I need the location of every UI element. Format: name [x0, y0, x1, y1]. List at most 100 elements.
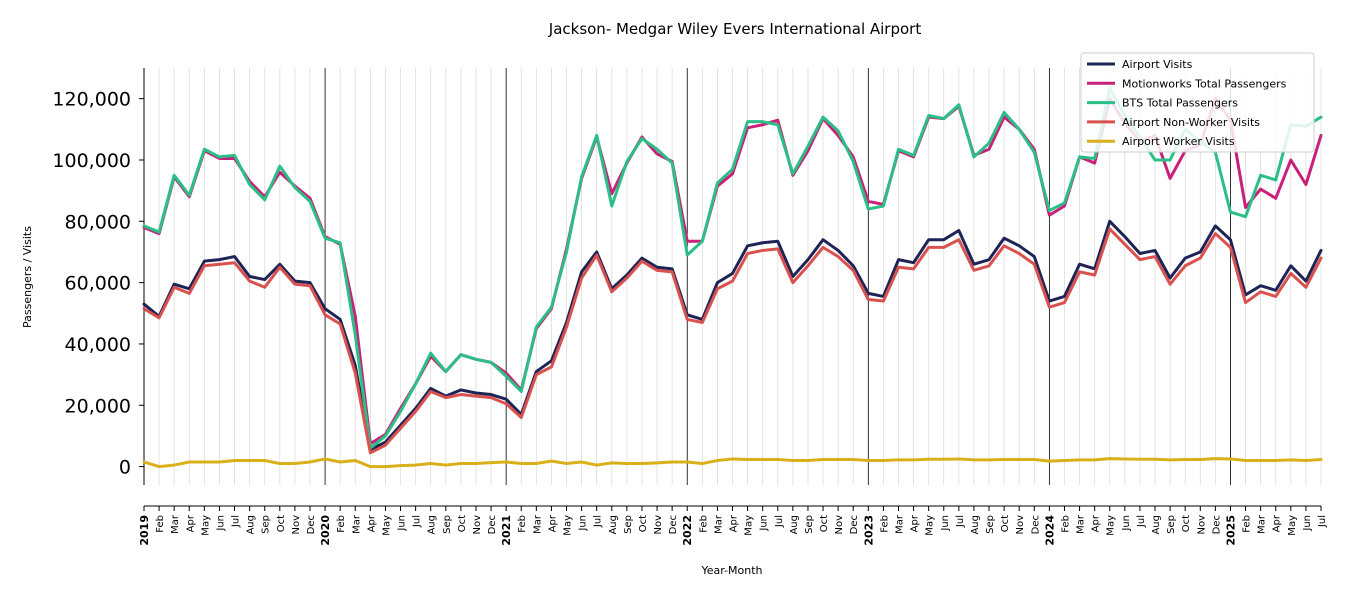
x-tick-label: Aug — [789, 515, 800, 535]
series-line-airport-visits — [142, 219, 1323, 452]
x-tick-year-label: 2023 — [862, 515, 875, 546]
x-tick-label: Jun — [1302, 515, 1313, 532]
chart-legend: Airport Visits Motionworks Total Passenge… — [1080, 52, 1315, 153]
legend-box — [1080, 52, 1315, 153]
x-tick-label: Jun — [759, 515, 770, 532]
x-tick-label: Apr — [1091, 514, 1102, 532]
x-tick-label: Jul — [774, 515, 785, 528]
x-tick-label: Oct — [638, 515, 649, 532]
series-line-airport-worker-visits — [142, 457, 1323, 469]
x-axis-label: Year-Month — [700, 564, 762, 577]
x-tick-year-label: 2021 — [500, 515, 513, 546]
legend-label: Airport Visits — [1122, 58, 1193, 71]
x-tick-label: Sep — [1166, 515, 1177, 534]
x-tick-label: Apr — [185, 514, 196, 532]
legend-label: BTS Total Passengers — [1122, 97, 1238, 110]
x-tick-label: Apr — [366, 514, 377, 532]
x-tick-label: Feb — [1242, 515, 1253, 533]
legend-label: Motionworks Total Passengers — [1122, 77, 1287, 90]
x-tick-label: Aug — [1151, 515, 1162, 535]
y-tick-label: 40,000 — [65, 334, 131, 356]
x-tick-label: Sep — [261, 515, 272, 534]
x-tick-label: Dec — [1211, 515, 1222, 534]
x-tick-label: Oct — [276, 515, 287, 532]
x-tick-label: Sep — [985, 515, 996, 534]
x-tick-label: Mar — [532, 514, 543, 534]
x-tick-label: Feb — [517, 515, 528, 533]
x-tick-label: Jun — [397, 515, 408, 532]
y-tick-label: 100,000 — [52, 150, 131, 172]
x-tick-label: Jul — [1317, 515, 1328, 528]
x-tick-label: Nov — [834, 515, 845, 535]
x-tick-label: Jul — [1136, 515, 1147, 528]
legend-label: Airport Non-Worker Visits — [1122, 116, 1260, 129]
x-tick-label: Feb — [698, 515, 709, 533]
x-tick-label: Oct — [1000, 515, 1011, 532]
x-tick-label: Mar — [170, 514, 181, 534]
x-tick-label: Nov — [291, 515, 302, 535]
x-tick-label: Nov — [1015, 515, 1026, 535]
x-tick-label: Dec — [1030, 515, 1041, 534]
x-tick-label: Aug — [246, 515, 257, 535]
x-tick-label: Nov — [472, 515, 483, 535]
x-tick-label: Dec — [306, 515, 317, 534]
x-tick-label: Nov — [653, 515, 664, 535]
x-tick-label: May — [1287, 515, 1298, 536]
x-tick-label: Jul — [955, 515, 966, 528]
x-tick-label: Nov — [1196, 515, 1207, 535]
x-tick-label: Mar — [713, 514, 724, 534]
x-tick-label: Jul — [412, 515, 423, 528]
x-tick-year-label: 2022 — [681, 515, 694, 546]
y-tick-label: 80,000 — [65, 211, 131, 233]
x-tick-label: May — [744, 515, 755, 536]
x-tick-label: Apr — [1272, 514, 1283, 532]
x-tick-label: Mar — [351, 514, 362, 534]
x-tick-label: May — [1106, 515, 1117, 536]
x-tick-label: Apr — [547, 514, 558, 532]
x-tick-label: Jun — [1121, 515, 1132, 532]
x-tick-label: Oct — [1181, 515, 1192, 532]
x-tick-year-label: 2025 — [1224, 515, 1237, 546]
x-tick-label: Sep — [442, 515, 453, 534]
x-tick-label: Aug — [970, 515, 981, 535]
x-tick-label: Feb — [879, 515, 890, 533]
y-tick-label: 120,000 — [52, 89, 131, 111]
x-tick-label: May — [563, 515, 574, 536]
x-tick-label: Aug — [608, 515, 619, 535]
x-tick-label: Mar — [1257, 514, 1268, 534]
x-tick-label: May — [200, 515, 211, 536]
x-tick-label: Sep — [804, 515, 815, 534]
x-tick-label: Dec — [849, 515, 860, 534]
x-tick-label: Dec — [668, 515, 679, 534]
y-axis: 0 20,000 40,000 60,000 80,000 100,000 120,000 — [52, 68, 145, 485]
x-tick-label: Jul — [231, 515, 242, 528]
x-tick-label: Mar — [894, 514, 905, 534]
y-tick-label: 20,000 — [65, 395, 131, 417]
x-tick-label: Apr — [729, 514, 740, 532]
chart-title: Jackson- Medgar Wiley Evers Internationa… — [548, 20, 922, 38]
x-tick-label: Feb — [336, 515, 347, 533]
y-tick-label: 0 — [119, 457, 131, 479]
series-line-airport-non-worker-visits — [142, 227, 1323, 455]
x-tick-label: Sep — [623, 515, 634, 534]
x-tick-label: Mar — [1076, 514, 1087, 534]
legend-label: Airport Worker Visits — [1122, 135, 1235, 148]
x-tick-label: Dec — [487, 515, 498, 534]
y-axis-label: Passengers / Visits — [21, 226, 34, 328]
x-tick-label: Aug — [427, 515, 438, 535]
x-tick-year-label: 2020 — [319, 515, 332, 546]
x-tick-year-label: 2019 — [138, 515, 151, 546]
x-tick-year-label: 2024 — [1043, 515, 1056, 546]
x-tick-label: May — [925, 515, 936, 536]
x-tick-label: Jun — [940, 515, 951, 532]
x-tick-label: Jul — [593, 515, 604, 528]
x-tick-label: Oct — [819, 515, 830, 532]
x-tick-label: Oct — [457, 515, 468, 532]
x-tick-label: May — [381, 515, 392, 536]
x-tick-label: Jun — [578, 515, 589, 532]
vertical-gridlines — [143, 68, 1322, 485]
x-tick-label: Feb — [155, 515, 166, 533]
x-tick-label: Apr — [910, 514, 921, 532]
